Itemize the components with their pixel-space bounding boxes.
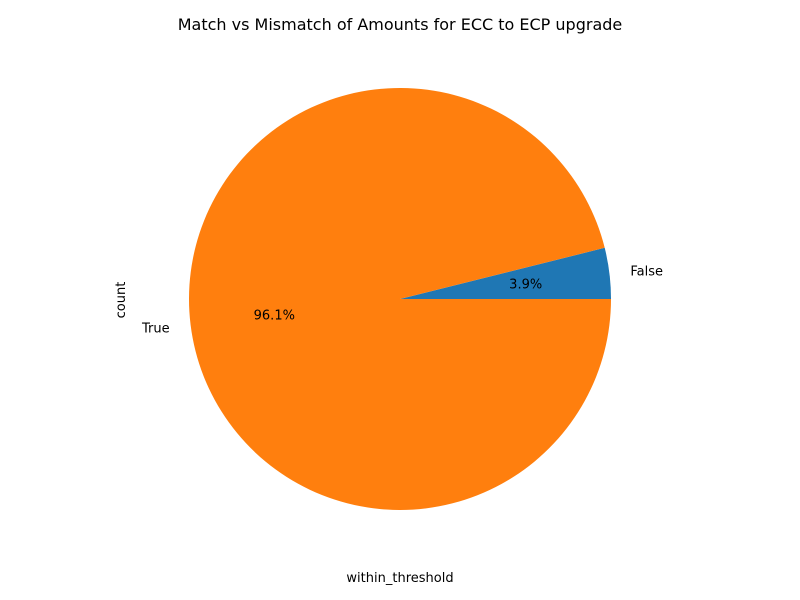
pie-chart: False 3.9% True 96.1% xyxy=(141,87,663,510)
slice-percent-true: 96.1% xyxy=(254,309,295,324)
x-axis-label: within_threshold xyxy=(346,571,453,586)
pie-slice-false xyxy=(400,247,612,299)
pie-slice-true xyxy=(189,87,612,510)
slice-label-true: True xyxy=(141,321,170,336)
slice-percent-false: 3.9% xyxy=(509,278,542,293)
y-axis-label: count xyxy=(114,282,129,319)
chart-title: Match vs Mismatch of Amounts for ECC to … xyxy=(178,15,623,34)
slice-label-false: False xyxy=(630,265,663,280)
